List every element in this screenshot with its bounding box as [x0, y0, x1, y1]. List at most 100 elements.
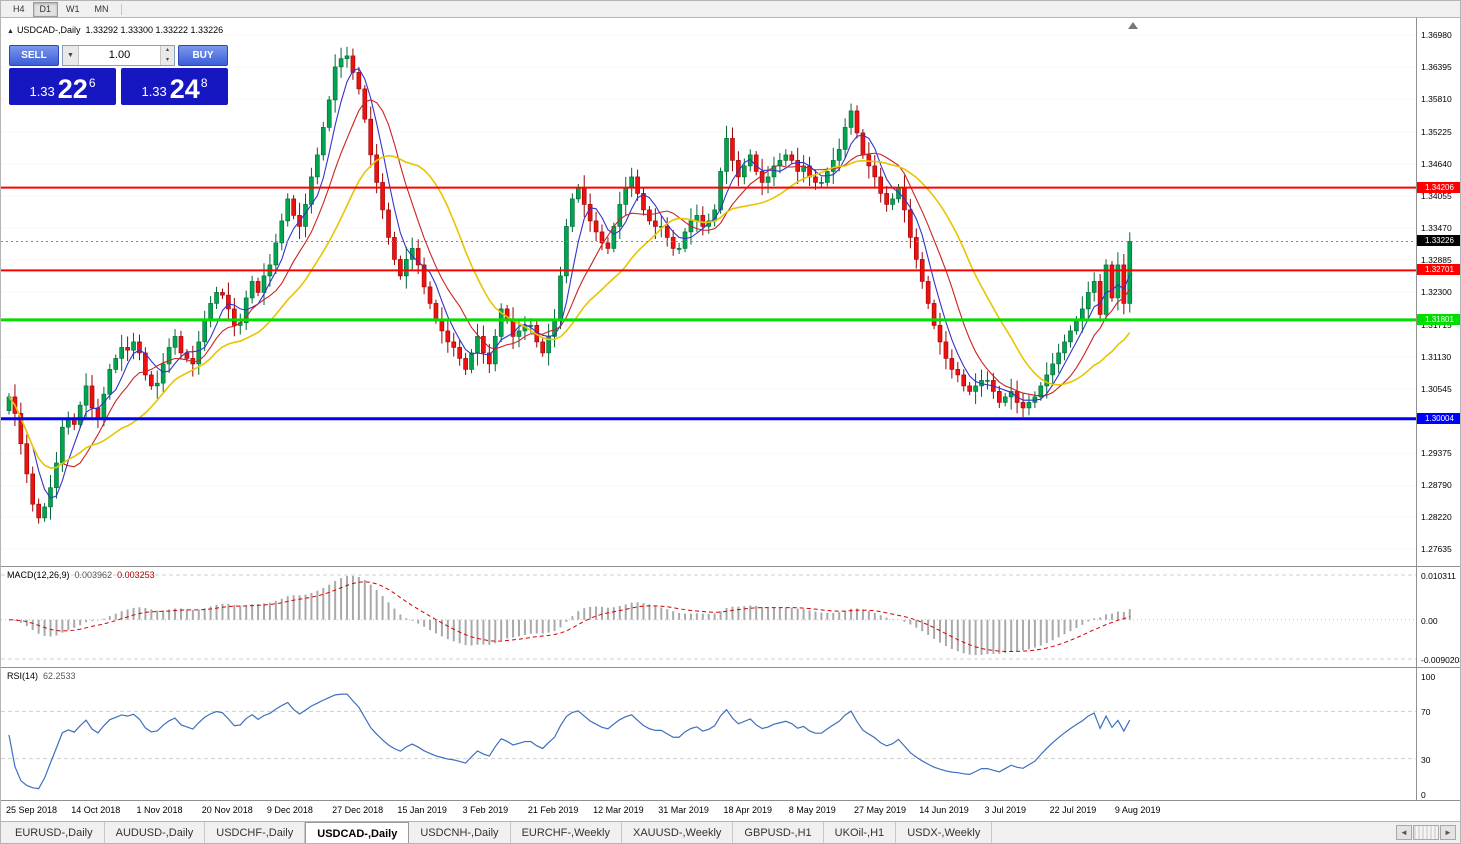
timeframe-button-d1[interactable]: D1 [32, 1, 59, 17]
date-label: 8 May 2019 [788, 805, 836, 815]
rsi-canvas[interactable] [1, 668, 1416, 800]
main-chart-canvas[interactable] [1, 18, 1416, 566]
price-axis-tick: 1.36980 [1421, 30, 1452, 40]
sell-price-frac: 6 [88, 76, 96, 90]
chart-tab-ukoil-h1[interactable]: UKOil-,H1 [824, 822, 897, 843]
price-axis-tick: 1.35810 [1421, 94, 1452, 105]
macd-name: MACD(12,26,9) [7, 570, 70, 580]
rsi-name: RSI(14) [7, 671, 39, 681]
rsi-axis-tick: 0 [1421, 790, 1426, 800]
timeframe-button-h4[interactable]: H4 [13, 3, 25, 14]
scroll-handle[interactable] [1413, 825, 1439, 840]
buy-price-box[interactable]: 1.33 24 8 [121, 68, 228, 105]
rsi-axis-tick: 30 [1421, 754, 1431, 765]
chart-tab-xauusd-weekly[interactable]: XAUUSD-,Weekly [622, 822, 734, 843]
price-axis-tick: 1.34640 [1421, 158, 1452, 169]
sell-price-base: 1.33 [29, 84, 55, 99]
rsi-indicator-panel: RSI(14) 62.2533 [1, 668, 1416, 800]
panel-divider[interactable] [1, 566, 1460, 567]
hline-price-badge: 1.30004 [1417, 412, 1460, 424]
price-axis-tick: 1.36395 [1421, 62, 1452, 73]
date-label: 27 May 2019 [853, 805, 907, 815]
chart-tab-usdchf-daily[interactable]: USDCHF-,Daily [205, 822, 306, 843]
price-axis-tick: 1.28790 [1421, 480, 1452, 491]
chart-shift-marker[interactable] [1128, 22, 1138, 29]
date-label: 3 Feb 2019 [462, 805, 509, 815]
time-axis[interactable]: 25 Sep 2018 14 Oct 2018 1 Nov 2018 20 Nov 2… [1, 801, 1460, 821]
macd-axis-tick: -0.0090203 [1421, 655, 1461, 665]
chart-ohlc-values: 1.33292 1.33300 1.33222 1.33226 [85, 25, 224, 35]
macd-label: MACD(12,26,9) 0.003962 0.003253 [7, 570, 155, 580]
chart-tab-eurusd-daily[interactable]: EURUSD-,Daily [4, 822, 105, 843]
chart-tab-eurchf-weekly[interactable]: EURCHF-,Weekly [511, 822, 622, 843]
buy-price-pips: 24 [169, 74, 200, 104]
scroll-left-icon[interactable]: ◄ [1396, 825, 1412, 840]
one-click-collapse-icon[interactable]: ▲ [7, 28, 14, 35]
timeframe-button-w1[interactable]: W1 [66, 3, 80, 14]
volume-down-icon[interactable]: ▾ [161, 55, 174, 65]
price-axis-tick: 1.32300 [1421, 287, 1452, 298]
buy-price-frac: 8 [200, 76, 208, 90]
date-label: 21 Feb 2019 [527, 805, 579, 815]
one-click-trading-panel: SELL ▼ 1.00 ▴ ▾ BUY 1.33 22 6 1.33 24 8 [9, 45, 228, 105]
date-label: 15 Jan 2019 [397, 805, 447, 815]
price-axis-tick: 1.31130 [1421, 351, 1452, 362]
date-label: 3 Jul 2019 [984, 805, 1026, 815]
macd-indicator-panel: MACD(12,26,9) 0.003962 0.003253 [1, 567, 1416, 667]
price-chart-panel: ▲ USDCAD-,Daily 1.33292 1.33300 1.33222 1.… [1, 18, 1416, 566]
date-label: 12 Mar 2019 [593, 805, 644, 815]
hline-price-badge: 1.31801 [1417, 313, 1460, 325]
volume-input[interactable]: 1.00 [108, 49, 131, 61]
price-axis-tick: 1.35225 [1421, 126, 1452, 137]
date-label: 9 Aug 2019 [1114, 805, 1161, 815]
timeframe-toolbar: H4 D1 W1 MN [1, 1, 1460, 18]
price-axis-tick: 1.29375 [1421, 448, 1452, 459]
date-label: 1 Nov 2018 [136, 805, 183, 815]
rsi-label: RSI(14) 62.2533 [7, 671, 76, 681]
sell-price-pips: 22 [57, 74, 88, 104]
chart-tab-bar: EURUSD-,Daily AUDUSD-,Daily USDCHF-,Daily U… [1, 821, 1460, 843]
timeframe-button-mn[interactable]: MN [94, 3, 109, 14]
macd-canvas[interactable] [1, 567, 1416, 667]
horizontal-scrollbar: ◄ ► [1396, 825, 1456, 840]
macd-axis-tick: 0.00 [1421, 615, 1438, 626]
rsi-axis-tick: 70 [1421, 707, 1431, 718]
sell-button[interactable]: SELL [9, 45, 59, 66]
hline-price-badge: 1.32701 [1417, 264, 1460, 276]
current-price-badge: 1.33226 [1417, 235, 1460, 247]
date-label: 14 Jun 2019 [919, 805, 969, 815]
rsi-value: 62.2533 [43, 671, 76, 681]
buy-price-base: 1.33 [141, 84, 167, 99]
date-label: 22 Jul 2019 [1049, 805, 1097, 815]
price-axis[interactable]: 1.36980 1.36395 1.35810 1.35225 1.34640 1.340… [1416, 18, 1461, 800]
price-axis-tick: 1.30545 [1421, 383, 1452, 394]
chart-tab-audusd-daily[interactable]: AUDUSD-,Daily [105, 822, 206, 843]
chart-symbol-label: USDCAD-,Daily [16, 25, 81, 35]
chart-title: ▲ USDCAD-,Daily 1.33292 1.33300 1.33222 1.… [7, 25, 223, 35]
price-axis-tick: 1.27635 [1421, 544, 1452, 554]
sell-price-box[interactable]: 1.33 22 6 [9, 68, 116, 105]
volume-dropdown-icon[interactable]: ▼ [63, 46, 79, 65]
buy-button[interactable]: BUY [178, 45, 228, 66]
chart-tab-gbpusd-h1[interactable]: GBPUSD-,H1 [733, 822, 824, 843]
hline-price-badge: 1.34206 [1417, 181, 1460, 193]
scroll-right-icon[interactable]: ► [1440, 825, 1456, 840]
volume-stepper: ▴ ▾ [160, 46, 174, 65]
date-label: 20 Nov 2018 [201, 805, 253, 815]
rsi-axis-tick: 100 [1421, 672, 1436, 682]
date-label: 9 Dec 2018 [266, 805, 313, 815]
date-label: 31 Mar 2019 [658, 805, 709, 815]
toolbar-separator [120, 3, 122, 15]
volume-control: ▼ 1.00 ▴ ▾ [62, 45, 175, 66]
macd-axis-tick: 0.010311 [1421, 571, 1456, 581]
chart-tab-usdcnh-daily[interactable]: USDCNH-,Daily [409, 822, 511, 843]
chart-tab-usdcad-daily[interactable]: USDCAD-,Daily [305, 822, 410, 843]
price-axis-tick: 1.33470 [1421, 223, 1452, 234]
macd-main-value: 0.003962 [74, 570, 113, 580]
panel-divider[interactable] [1, 667, 1460, 668]
volume-up-icon[interactable]: ▴ [161, 46, 174, 56]
chart-tab-usdx-weekly[interactable]: USDX-,Weekly [896, 822, 993, 843]
price-axis-tick: 1.34055 [1421, 190, 1452, 201]
date-label: 27 Dec 2018 [332, 805, 384, 815]
